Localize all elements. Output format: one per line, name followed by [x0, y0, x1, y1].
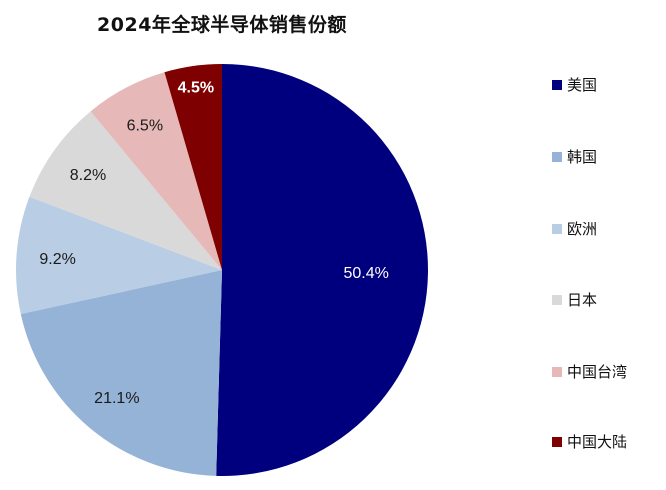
legend-swatch-icon: [552, 223, 562, 234]
pie-slice-korea: [20, 270, 223, 476]
pie-slice-mainland-china: [164, 64, 222, 270]
pie-labels: 50.4% 21.1% 9.2% 8.2% 6.5% 4.5%: [39, 79, 388, 406]
pie-slice-taiwan: [90, 72, 223, 271]
pie-slice-japan: [29, 111, 223, 270]
legend-swatch-icon: [552, 436, 562, 447]
slice-label-europe: 9.2%: [39, 251, 75, 268]
legend-item-japan: 日本: [552, 289, 597, 310]
legend-swatch-icon: [552, 79, 562, 90]
legend-item-korea: 韩国: [552, 146, 597, 167]
legend-item-europe: 欧洲: [552, 218, 597, 239]
slice-label-mainland-china: 4.5%: [178, 79, 214, 96]
slice-label-japan: 8.2%: [70, 167, 106, 184]
slice-label-korea: 21.1%: [94, 390, 139, 407]
slice-label-usa: 50.4%: [343, 265, 388, 282]
legend-swatch-icon: [552, 294, 562, 305]
pie-slices: [16, 64, 428, 476]
pie-slice-europe: [16, 196, 223, 315]
pie-chart: 50.4% 21.1% 9.2% 8.2% 6.5% 4.5%: [16, 64, 428, 476]
chart-title: 2024年全球半导体销售份额: [97, 14, 347, 36]
slice-label-taiwan: 6.5%: [127, 117, 163, 134]
pie-slice-usa: [216, 64, 428, 476]
legend-swatch-icon: [552, 366, 562, 377]
legend-item-taiwan: 中国台湾: [552, 361, 627, 382]
legend-swatch-icon: [552, 151, 562, 162]
legend-item-usa: 美国: [552, 74, 597, 95]
legend-item-mainland-china: 中国大陆: [552, 431, 627, 452]
